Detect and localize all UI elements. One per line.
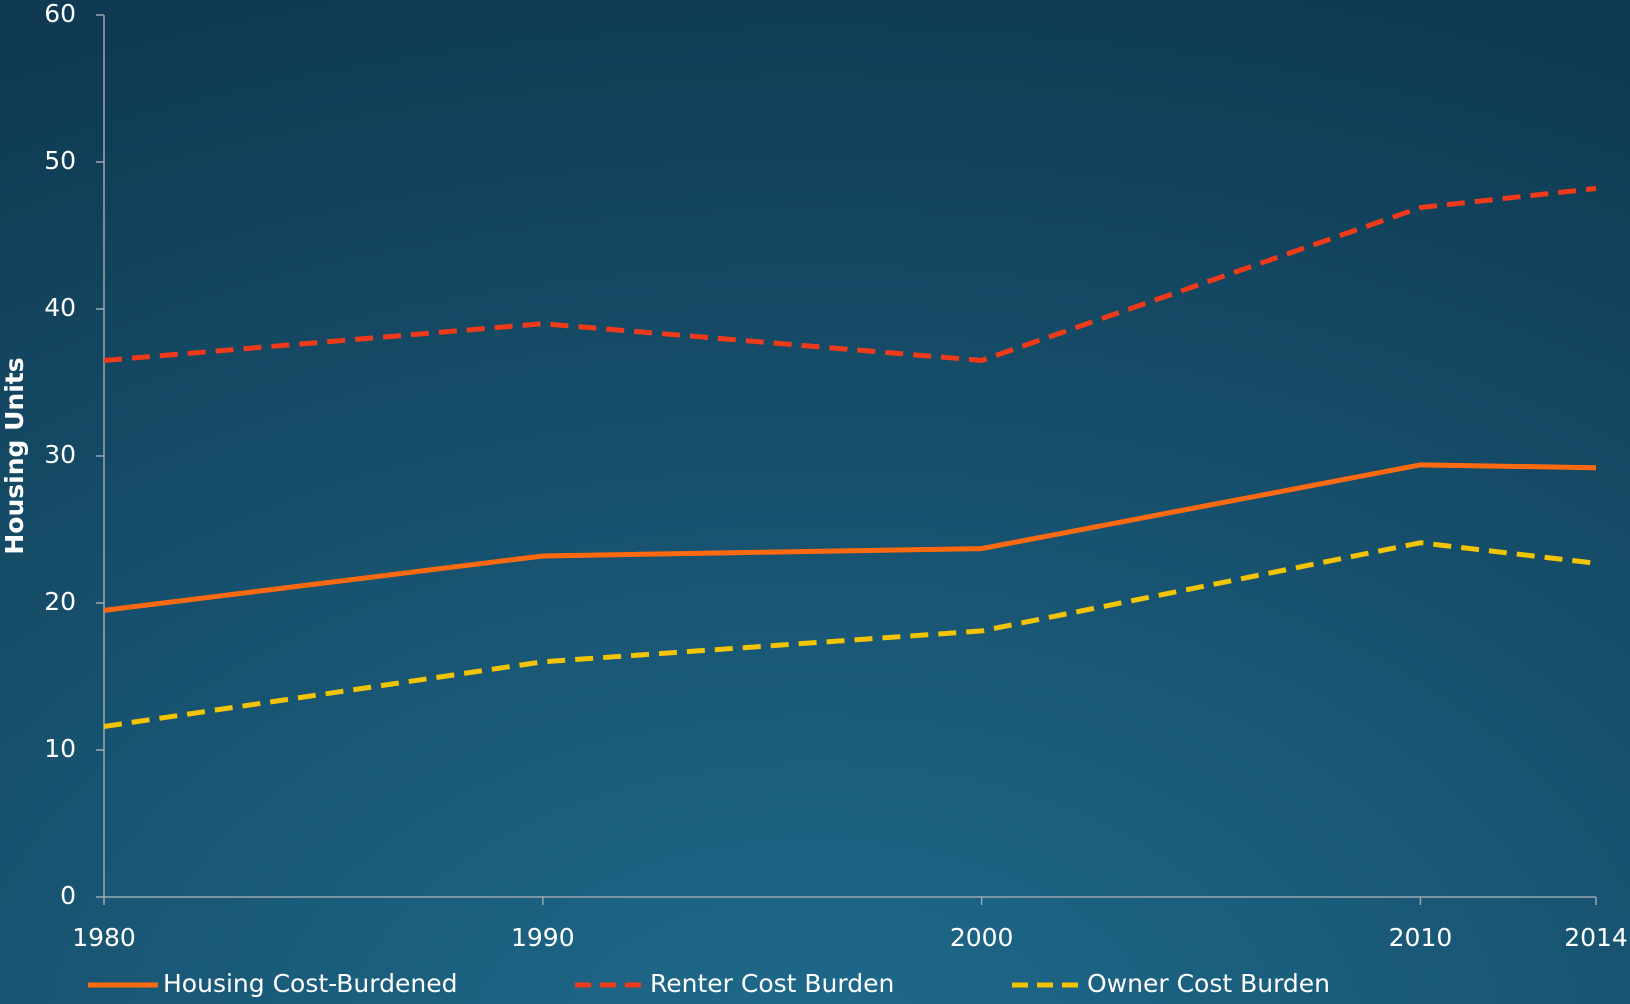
series-line: [103, 462, 1597, 613]
y-tick-label: 0: [60, 881, 76, 910]
series-line: [103, 185, 1597, 363]
y-tick-label: 60: [44, 0, 76, 28]
y-axis-label: Housing Units: [0, 357, 29, 554]
y-tick-label: 10: [44, 734, 76, 763]
x-tick-label: 2000: [950, 923, 1014, 952]
y-tick-label: 40: [44, 293, 76, 322]
y-tick-label: 30: [44, 440, 76, 469]
legend-label: Owner Cost Burden: [1087, 969, 1330, 998]
y-tick-label: 50: [44, 146, 76, 175]
y-tick-label: 20: [44, 587, 76, 616]
series-line: [103, 540, 1597, 729]
x-tick-label: 1980: [72, 923, 136, 952]
legend-label: Housing Cost-Burdened: [163, 969, 457, 998]
x-tick-label: 2014: [1564, 923, 1628, 952]
legend-label: Renter Cost Burden: [650, 969, 894, 998]
x-tick-label: 2010: [1389, 923, 1453, 952]
x-tick-label: 1990: [511, 923, 575, 952]
